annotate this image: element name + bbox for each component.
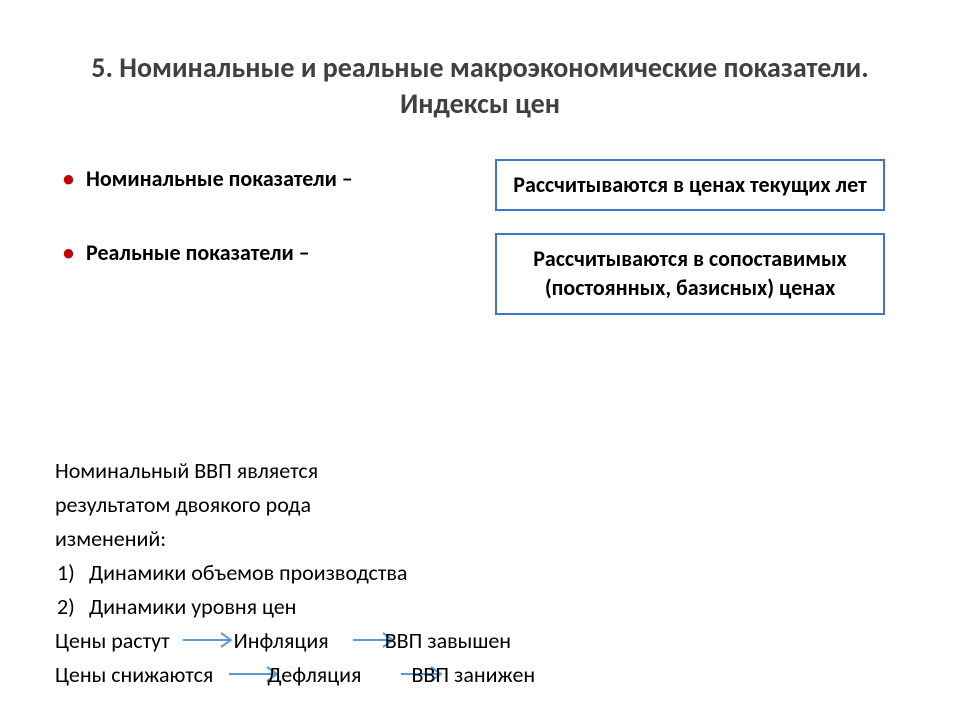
bullet-text-2: Реальные показатели – [86,239,310,268]
row2-part-a: Цены снижаются [55,661,213,688]
ordered-item-2: 2) Динамики уровня цен [55,590,905,624]
row2-part-b: Дефляция [267,661,361,688]
bullet-text-1: Номинальные показатели – [86,165,353,194]
content-row: • Номинальные показатели – • Реальные по… [55,159,905,314]
body-line-2: результатом двоякого рода [55,488,905,522]
body-line-1: Номинальный ВВП является [55,454,905,488]
ordered-item-1: 1) Динамики объемов производства [55,556,905,590]
arrow-icon [181,628,241,652]
row2-part-c: ВВП занижен [411,661,535,688]
definition-box-2: Рассчитываются в сопоставимых (постоянны… [495,233,885,314]
bullet-item-2: • Реальные показатели – [55,239,435,268]
bullet-item-1: • Номинальные показатели – [55,165,435,194]
ordered-num-1: 1) [55,556,89,590]
row1-part-a: Цены растут [55,627,170,654]
slide: 5. Номинальные и реальные макроэкономиче… [0,0,960,720]
bullet-dot-icon: • [63,165,74,194]
row1-part-c: ВВП завышен [385,627,511,654]
body-line-3: изменений: [55,522,905,556]
arrow-row-2: Цены снижаются Дефляция ВВП занижен [55,658,905,692]
ordered-text-1: Динамики объемов производства [89,556,407,590]
bullet-dot-icon: • [63,239,74,268]
ordered-num-2: 2) [55,590,89,624]
left-column: • Номинальные показатели – • Реальные по… [55,159,435,314]
body-block: Номинальный ВВП является результатом дво… [55,454,905,692]
arrow-row-1: Цены растут Инфляция ВВП завышен [55,624,905,658]
row1-part-b: Инфляция [234,627,329,654]
slide-title: 5. Номинальные и реальные макроэкономиче… [55,50,905,123]
right-column: Рассчитываются в ценах текущих лет Рассч… [495,159,885,315]
ordered-text-2: Динамики уровня цен [89,590,296,624]
definition-box-1: Рассчитываются в ценах текущих лет [495,159,885,212]
